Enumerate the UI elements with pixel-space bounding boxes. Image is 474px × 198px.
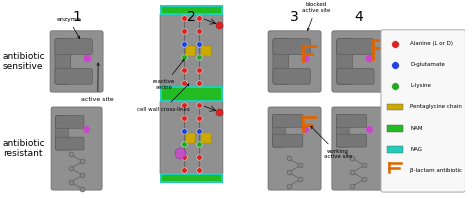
Bar — [387, 125, 402, 131]
Bar — [162, 7, 221, 13]
Text: 3: 3 — [290, 10, 299, 24]
Bar — [160, 86, 223, 96]
FancyBboxPatch shape — [332, 107, 385, 190]
Bar — [201, 46, 211, 55]
FancyBboxPatch shape — [55, 115, 84, 128]
Text: NAM: NAM — [410, 126, 423, 131]
Bar — [201, 133, 211, 143]
Bar — [162, 88, 221, 94]
Text: D-glutamate: D-glutamate — [410, 62, 445, 67]
Text: antibiotic
resistant: antibiotic resistant — [3, 139, 46, 158]
FancyBboxPatch shape — [55, 39, 71, 84]
FancyBboxPatch shape — [55, 115, 68, 150]
Text: active site: active site — [82, 63, 114, 102]
Text: L-lysine: L-lysine — [410, 83, 431, 88]
Bar — [162, 94, 221, 100]
FancyBboxPatch shape — [336, 134, 367, 147]
FancyBboxPatch shape — [337, 68, 374, 84]
FancyBboxPatch shape — [160, 13, 223, 88]
FancyBboxPatch shape — [273, 39, 289, 84]
Text: reactive
serine: reactive serine — [153, 59, 184, 90]
Text: Alanine (L or D): Alanine (L or D) — [410, 41, 454, 46]
Text: NAG: NAG — [410, 147, 422, 152]
FancyBboxPatch shape — [160, 100, 223, 175]
FancyBboxPatch shape — [332, 31, 385, 92]
Bar — [185, 133, 195, 143]
Text: 4: 4 — [354, 10, 363, 24]
FancyBboxPatch shape — [273, 68, 310, 84]
FancyBboxPatch shape — [55, 39, 92, 54]
Bar — [162, 175, 221, 181]
FancyBboxPatch shape — [273, 114, 303, 127]
FancyBboxPatch shape — [336, 114, 349, 147]
Bar — [160, 173, 223, 183]
FancyBboxPatch shape — [51, 107, 102, 190]
Bar — [387, 104, 402, 110]
Text: cell wall cross-links: cell wall cross-links — [137, 84, 190, 112]
Text: 2: 2 — [187, 10, 196, 24]
FancyBboxPatch shape — [273, 114, 285, 147]
Text: β-lactam antibiotic: β-lactam antibiotic — [410, 168, 463, 173]
Bar — [185, 46, 195, 55]
FancyBboxPatch shape — [273, 39, 310, 54]
Bar — [160, 92, 223, 102]
Text: enzyme: enzyme — [56, 17, 81, 39]
Text: working
active site: working active site — [311, 126, 352, 159]
Bar — [160, 5, 223, 15]
FancyBboxPatch shape — [337, 39, 353, 84]
FancyBboxPatch shape — [268, 107, 321, 190]
FancyBboxPatch shape — [268, 31, 321, 92]
FancyBboxPatch shape — [381, 30, 465, 192]
FancyBboxPatch shape — [337, 39, 374, 54]
Text: 1: 1 — [72, 10, 81, 24]
Text: Pentaglycine chain: Pentaglycine chain — [410, 105, 462, 109]
FancyBboxPatch shape — [55, 68, 92, 84]
FancyBboxPatch shape — [50, 31, 103, 92]
FancyBboxPatch shape — [336, 114, 367, 127]
FancyBboxPatch shape — [55, 137, 84, 150]
Text: blocked
active site: blocked active site — [302, 2, 330, 30]
Bar — [387, 146, 402, 153]
Text: antibiotic
sensitive: antibiotic sensitive — [3, 52, 46, 71]
FancyBboxPatch shape — [273, 134, 303, 147]
